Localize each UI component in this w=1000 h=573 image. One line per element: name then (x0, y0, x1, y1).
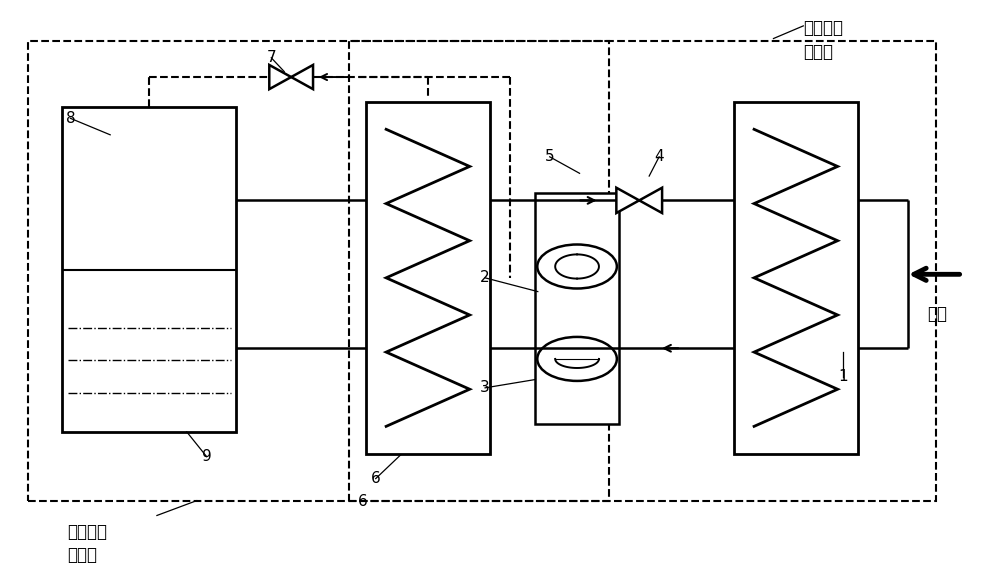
Text: 3: 3 (480, 380, 490, 395)
Text: 8: 8 (66, 111, 75, 126)
Text: 5: 5 (545, 150, 555, 164)
Text: 7: 7 (266, 50, 276, 65)
Text: 4: 4 (654, 150, 664, 164)
Polygon shape (639, 188, 662, 213)
Bar (62, 107, 236, 432)
Bar (366, 102, 490, 454)
Polygon shape (291, 65, 313, 89)
Bar (535, 193, 619, 423)
Text: 2: 2 (480, 270, 490, 285)
Text: 6: 6 (371, 471, 381, 486)
Bar (734, 102, 858, 454)
Text: 9: 9 (202, 449, 212, 464)
Polygon shape (269, 65, 291, 89)
Text: 热泵循环
子系统: 热泵循环 子系统 (803, 19, 843, 61)
Bar (28, 41, 609, 501)
Polygon shape (616, 188, 639, 213)
Text: 1: 1 (838, 370, 848, 384)
Bar (349, 41, 936, 501)
Text: 6: 6 (358, 494, 368, 509)
Text: 吸附循环
子系统: 吸附循环 子系统 (67, 523, 107, 564)
Text: 热源: 热源 (928, 305, 948, 323)
